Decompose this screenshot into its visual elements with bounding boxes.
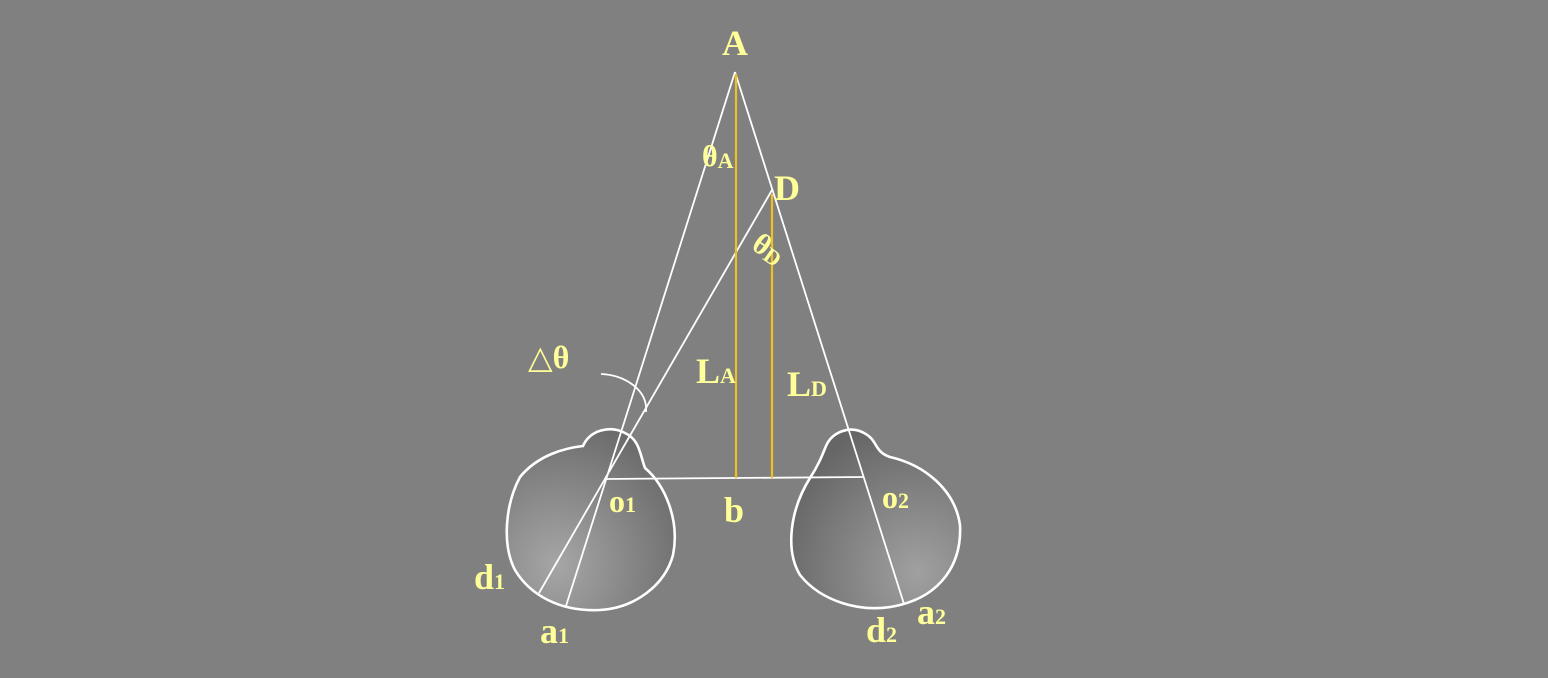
label-d2: d2 [866,610,897,650]
label-l-d: LD [787,364,827,404]
label-a1: a1 [540,611,569,651]
delta-theta-pointer [600,373,647,413]
label-o2: o2 [882,479,909,515]
label-a2: a2 [917,592,946,632]
label-l-a: LA [696,351,736,391]
label-d1: d1 [474,557,505,597]
label-o1: o1 [609,483,636,519]
left-eye [505,428,677,612]
label-delta-theta: △θ [528,339,569,375]
label-b: b [724,490,744,530]
label-point-d: D [774,168,800,208]
right-eye [790,428,962,610]
label-theta-d: θD [746,227,791,272]
sight-line-a-right [734,71,905,605]
label-point-a: A [722,23,748,63]
sight-line-a-left [565,71,736,607]
sight-line-d-left [538,189,773,594]
label-theta-a: θA [702,140,734,173]
